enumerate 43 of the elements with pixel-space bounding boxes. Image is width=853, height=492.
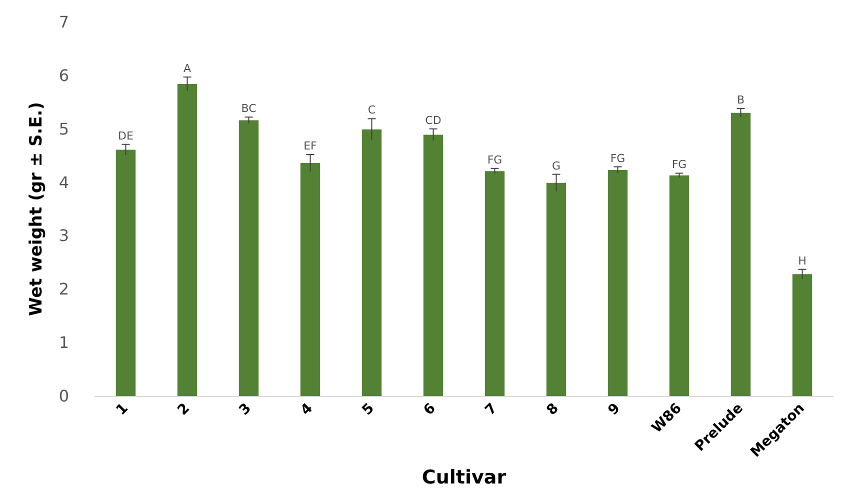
- annotation: BC: [241, 102, 257, 116]
- bar: [423, 134, 444, 396]
- y-tick-label: 2: [58, 280, 69, 299]
- annotation: FG: [610, 152, 626, 165]
- annotation: FG: [672, 158, 687, 172]
- bar: [300, 163, 320, 396]
- bar: [792, 274, 812, 396]
- y-tick-label: 5: [58, 119, 69, 138]
- x-tick-label: 7: [482, 400, 500, 419]
- x-tick-label: 4: [298, 400, 316, 419]
- bar: [546, 182, 566, 396]
- x-tick-label: 1: [113, 400, 132, 419]
- bar: [362, 129, 382, 396]
- annotation: DE: [118, 129, 134, 142]
- y-tick-label: 7: [58, 12, 69, 32]
- bar: [116, 150, 136, 396]
- annotation: A: [183, 62, 192, 76]
- x-tick-label: 2: [174, 400, 193, 419]
- bar: [238, 120, 259, 396]
- bar: [608, 170, 628, 396]
- y-tick-label: 4: [58, 172, 69, 192]
- annotation: H: [798, 254, 806, 268]
- y-axis-title: Wet weight (gr ± S.E.): [26, 102, 46, 316]
- bar: [177, 84, 198, 396]
- annotation: EF: [304, 140, 317, 153]
- annotation: FG: [487, 153, 502, 166]
- y-tick-label: 0: [58, 386, 69, 406]
- x-axis-title: Cultivar: [422, 466, 507, 488]
- annotation: C: [368, 104, 376, 117]
- annotation: B: [736, 94, 745, 107]
- bar: [484, 171, 505, 396]
- y-tick-label: 1: [58, 333, 69, 352]
- x-tick-label: 6: [420, 400, 439, 419]
- y-tick-label: 3: [58, 226, 69, 246]
- x-tick-label: 8: [544, 400, 562, 419]
- x-tick-label: 3: [236, 400, 254, 419]
- annotation: CD: [425, 114, 442, 127]
- annotation: G: [552, 159, 561, 172]
- y-tick-label: 6: [58, 66, 69, 85]
- x-tick-label: 9: [605, 400, 624, 419]
- bar: [730, 112, 751, 396]
- bar: [669, 175, 690, 396]
- x-tick-label: 5: [359, 400, 378, 419]
